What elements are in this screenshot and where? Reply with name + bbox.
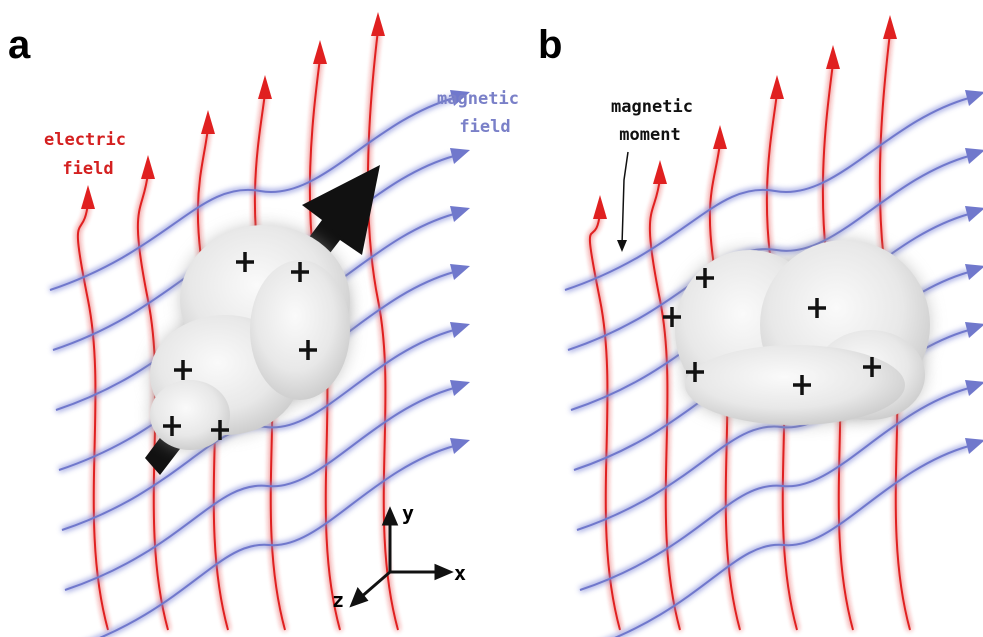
blob xyxy=(150,380,230,450)
coordinate-axes xyxy=(352,510,450,605)
arrowhead xyxy=(81,185,95,209)
arrowhead xyxy=(713,125,727,149)
arrowhead xyxy=(141,155,155,179)
arrowhead xyxy=(450,206,470,222)
arrowhead xyxy=(384,510,396,524)
arrowhead xyxy=(965,438,983,454)
annotation: field xyxy=(459,117,510,137)
arrowhead xyxy=(201,110,215,134)
arrowhead xyxy=(965,206,983,222)
pointer-line xyxy=(622,152,628,245)
annotation: field xyxy=(62,159,113,179)
arrowhead xyxy=(450,148,470,164)
arrowhead xyxy=(352,590,366,605)
annotation: electric xyxy=(44,130,126,150)
annotation: magnetic xyxy=(437,89,519,109)
arrowhead xyxy=(450,322,470,338)
annotation: moment xyxy=(619,125,680,145)
axis-label: y xyxy=(402,501,414,525)
panel xyxy=(50,12,470,637)
arrowhead xyxy=(617,240,627,252)
magnetic-field-line xyxy=(68,446,454,637)
arrowhead xyxy=(826,45,840,69)
particle xyxy=(150,225,350,450)
particle xyxy=(663,240,930,425)
arrowhead xyxy=(313,40,327,64)
arrowhead xyxy=(965,322,983,338)
arrowhead xyxy=(883,15,897,39)
arrowhead xyxy=(450,438,470,454)
arrowhead xyxy=(653,160,667,184)
arrowhead xyxy=(965,380,983,396)
axis-label: x xyxy=(454,561,466,585)
magnetic-field-line xyxy=(583,446,969,637)
electric-field-line xyxy=(368,30,398,630)
arrowhead xyxy=(965,90,983,106)
figure: a b electric field magnetic field magnet… xyxy=(0,0,983,637)
arrowhead xyxy=(450,264,470,280)
arrowhead xyxy=(965,264,983,280)
arrowhead xyxy=(965,148,983,164)
panel-label: a xyxy=(8,23,31,67)
arrowhead xyxy=(371,12,385,36)
annotation: magnetic xyxy=(611,97,693,117)
arrowhead xyxy=(593,195,607,219)
arrowhead xyxy=(770,75,784,99)
arrowhead xyxy=(450,380,470,396)
arrowhead xyxy=(258,75,272,99)
axis-label: z xyxy=(332,588,344,612)
arrowhead xyxy=(436,566,450,578)
panel-label: b xyxy=(538,23,562,67)
axis xyxy=(360,572,390,598)
